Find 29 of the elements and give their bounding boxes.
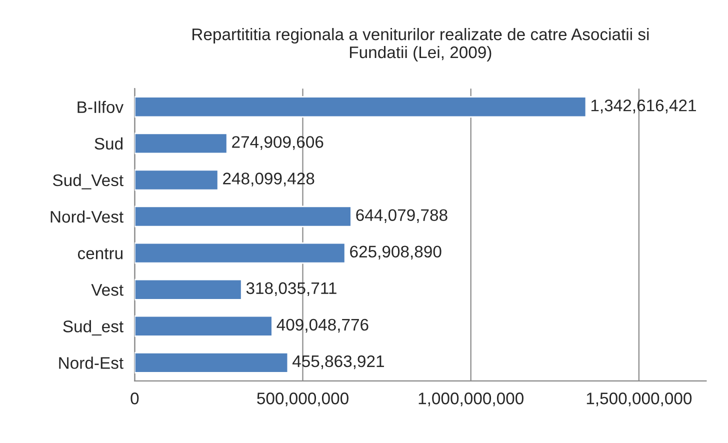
y-tick-label: B-Ilfov — [78, 100, 124, 114]
x-tick-label: 1,000,000,000 — [418, 392, 524, 406]
x-tick-label: 500,000,000 — [257, 392, 348, 406]
data-label: 625,908,890 — [350, 246, 442, 260]
chart-title: Repartititia regionala a veniturilor realizate de catre Asociatii si Fundatii (Lei, 2009) — [192, 28, 649, 62]
data-label: 248,099,428 — [223, 172, 314, 186]
bar — [134, 242, 346, 264]
bar — [134, 315, 273, 337]
y-tick-label: Nord-Est — [59, 356, 124, 369]
bar — [134, 132, 228, 154]
y-tick-label: Vest — [91, 284, 124, 296]
y-tick-label: centru — [78, 248, 122, 260]
y-tick-label: Sud — [94, 137, 122, 150]
bar — [134, 169, 219, 191]
bar — [134, 352, 289, 374]
bar — [134, 206, 352, 228]
data-label: 274,909,606 — [232, 136, 324, 150]
data-label: 644,079,788 — [356, 209, 448, 223]
x-tick-label: 1,500,000,000 — [586, 392, 692, 406]
x-tick-label: 0 — [130, 392, 139, 404]
data-label: 409,048,776 — [276, 318, 368, 333]
data-label: 455,863,921 — [292, 355, 384, 370]
y-tick-label: Sud_Vest — [52, 174, 124, 190]
bar — [134, 96, 587, 118]
data-label: 1,342,616,421 — [591, 100, 696, 114]
y-tick-label: Nord-Vest — [50, 210, 124, 223]
y-tick-label: Sud_est — [63, 320, 124, 336]
bar — [134, 278, 242, 300]
data-label: 318,035,711 — [246, 282, 336, 296]
